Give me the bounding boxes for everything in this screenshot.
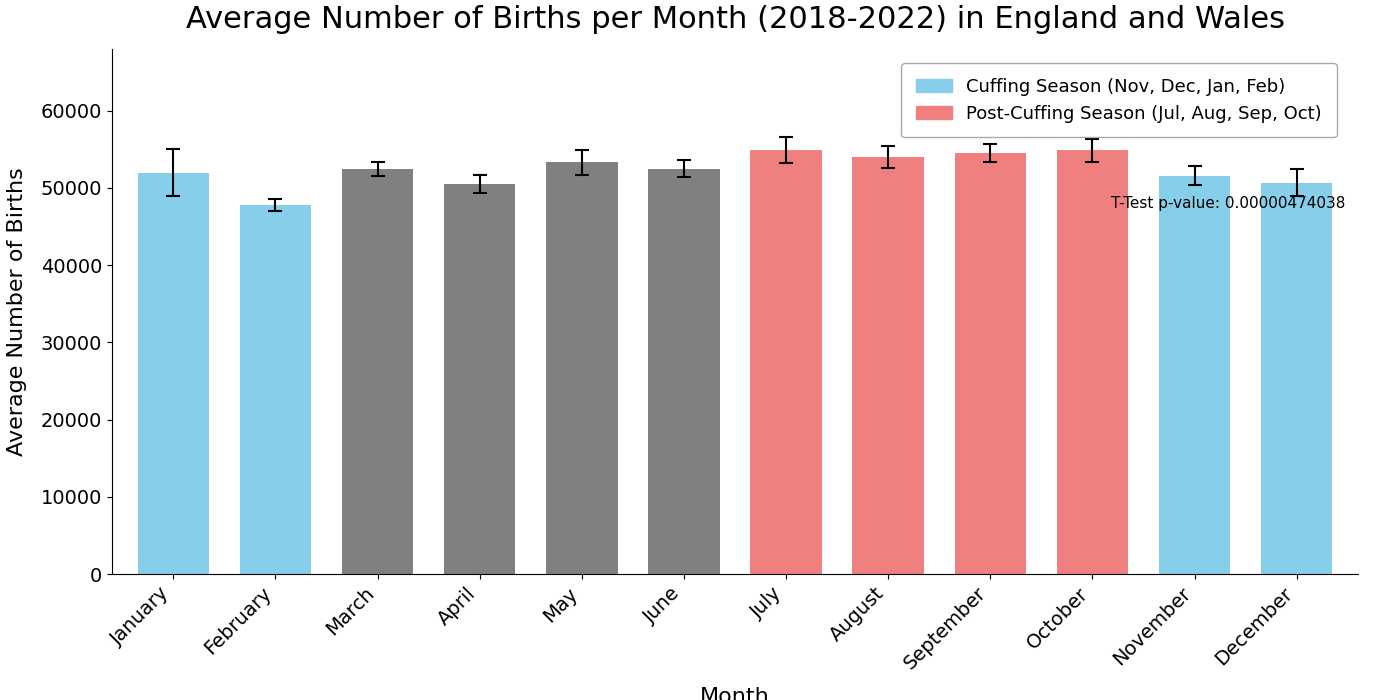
- Text: T-Test p-value: 0.00000474038: T-Test p-value: 0.00000474038: [1112, 196, 1345, 211]
- Bar: [750, 150, 822, 574]
- Bar: [546, 162, 617, 574]
- Bar: [444, 184, 515, 574]
- Bar: [648, 169, 720, 574]
- Y-axis label: Average Number of Births: Average Number of Births: [7, 167, 27, 456]
- X-axis label: Month: Month: [700, 687, 770, 700]
- Bar: [1261, 183, 1333, 574]
- Bar: [955, 153, 1026, 574]
- Bar: [137, 172, 209, 574]
- Bar: [1159, 176, 1231, 574]
- Bar: [853, 157, 924, 574]
- Bar: [342, 169, 413, 574]
- Title: Average Number of Births per Month (2018-2022) in England and Wales: Average Number of Births per Month (2018…: [185, 5, 1285, 34]
- Bar: [239, 205, 311, 574]
- Bar: [1057, 150, 1128, 574]
- Legend: Cuffing Season (Nov, Dec, Jan, Feb), Post-Cuffing Season (Jul, Aug, Sep, Oct): Cuffing Season (Nov, Dec, Jan, Feb), Pos…: [902, 63, 1337, 137]
